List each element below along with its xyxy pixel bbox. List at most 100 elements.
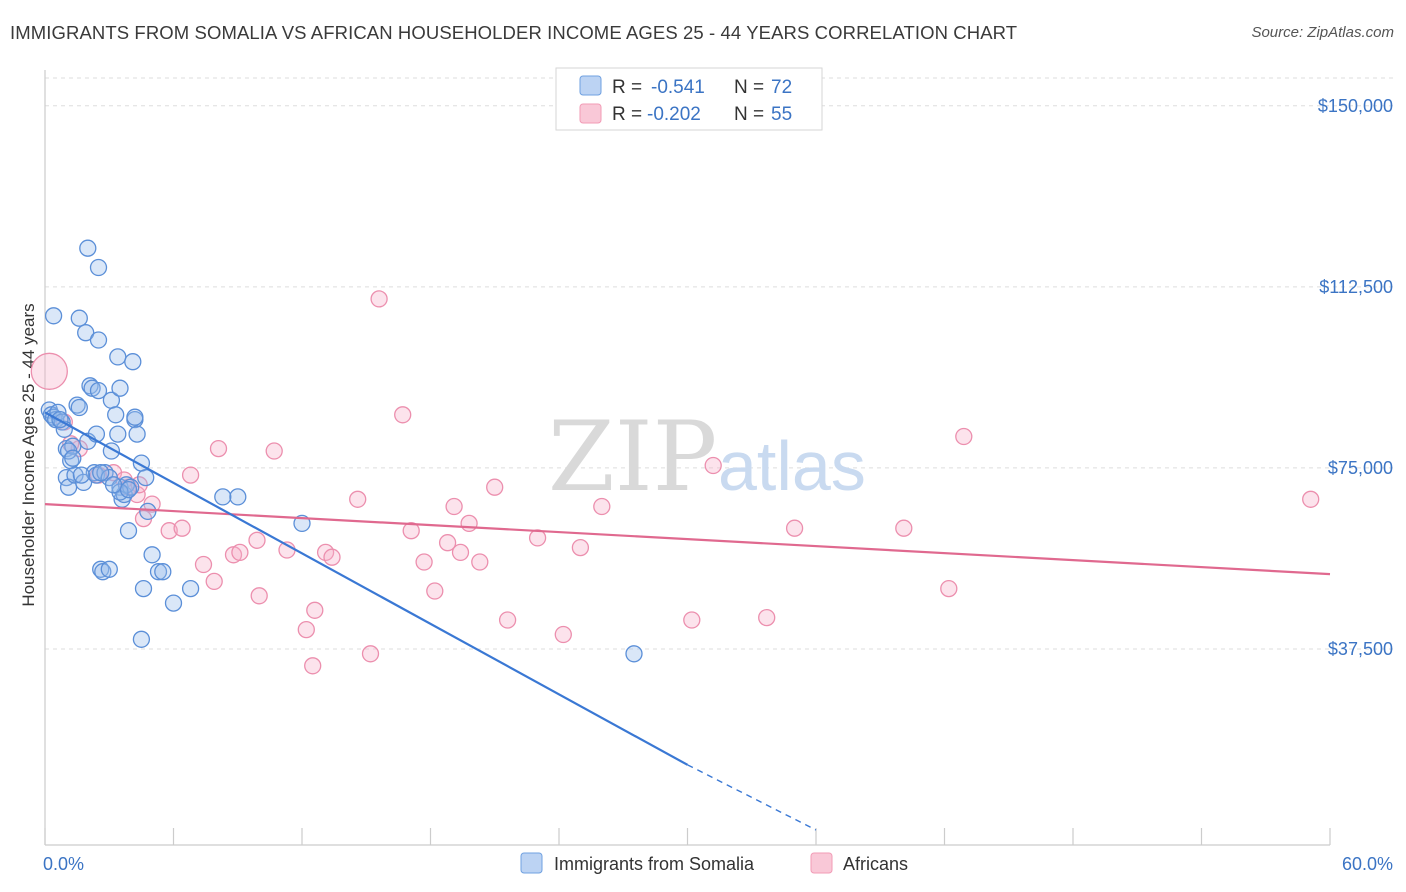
y-tick-label: $37,500: [1328, 639, 1393, 659]
point-africans: [402, 522, 420, 540]
point-africans: [438, 534, 457, 552]
point-somalia: [143, 546, 161, 564]
point-somalia: [109, 348, 127, 366]
point-africans: [370, 290, 388, 308]
point-africans: [593, 497, 611, 516]
x-tick-label-min: 0.0%: [43, 854, 84, 874]
point-somalia: [89, 258, 108, 277]
point-somalia: [214, 488, 232, 506]
point-africans: [323, 548, 341, 566]
point-africans: [194, 555, 213, 574]
legend-r-value-0: -0.541: [651, 77, 705, 98]
point-africans: [445, 497, 463, 516]
chart-source: Source: ZipAtlas.com: [1251, 24, 1394, 41]
legend-n-value-1: 55: [771, 104, 792, 125]
bottom-legend-swatch-somalia: [520, 852, 543, 874]
y-tick-label: $112,500: [1319, 277, 1393, 297]
point-africans: [181, 466, 200, 484]
trend-line-africans: [44, 503, 1331, 576]
legend-r-label-0: R =: [612, 77, 642, 98]
point-africans: [248, 531, 266, 549]
grid-lines: [45, 77, 1396, 650]
point-somalia: [128, 425, 146, 443]
point-africans: [486, 478, 504, 496]
point-somalia: [70, 398, 88, 417]
point-somalia: [229, 488, 247, 506]
point-somalia: [181, 579, 200, 598]
point-africans: [173, 519, 191, 537]
point-somalia: [625, 645, 643, 663]
point-somalia: [126, 408, 144, 426]
point-africans: [471, 553, 489, 571]
point-africans: [704, 456, 722, 475]
legend-r-value-1: -0.202: [647, 104, 701, 125]
point-somalia: [70, 309, 88, 327]
point-somalia: [79, 239, 97, 257]
point-somalia: [64, 449, 82, 467]
point-somalia: [111, 379, 129, 397]
point-africans: [683, 611, 701, 629]
point-somalia: [72, 466, 91, 484]
point-africans: [785, 519, 804, 537]
point-africans: [394, 406, 412, 424]
point-somalia: [134, 579, 153, 598]
bottom-legend: Immigrants from Somalia Africans: [520, 852, 908, 874]
point-somalia: [68, 396, 86, 414]
point-somalia: [132, 630, 151, 648]
point-somalia: [137, 468, 155, 487]
watermark-atlas: atlas: [718, 427, 866, 505]
point-africans: [758, 608, 776, 627]
point-somalia: [77, 324, 95, 342]
point-africans: [297, 620, 315, 639]
point-africans: [451, 543, 470, 562]
point-somalia: [107, 406, 125, 424]
point-somalia: [154, 563, 172, 581]
point-somalia: [139, 502, 157, 521]
point-africans: [209, 439, 228, 458]
legend-box: R = -0.541 N = 72 R = -0.202 N = 55: [555, 67, 823, 131]
axes: [44, 70, 1331, 846]
point-somalia: [92, 464, 110, 482]
point-africans: [160, 522, 178, 540]
chart-title: IMMIGRANTS FROM SOMALIA VS AFRICAN HOUSE…: [10, 22, 1018, 43]
point-somalia: [119, 480, 138, 499]
legend-swatch-somalia: [579, 75, 602, 96]
point-africans: [250, 587, 268, 605]
point-somalia: [122, 478, 140, 496]
point-africans: [361, 645, 380, 663]
point-africans: [205, 572, 223, 591]
point-somalia: [164, 594, 183, 612]
point-somalia: [109, 425, 127, 443]
point-somalia: [104, 476, 123, 494]
point-africans: [940, 579, 958, 598]
point-africans: [231, 543, 249, 562]
point-africans: [460, 514, 478, 533]
point-africans: [304, 657, 322, 675]
point-africans: [1302, 490, 1320, 508]
point-africans: [30, 352, 68, 390]
y-tick-label: $75,000: [1328, 458, 1393, 478]
point-africans: [571, 538, 590, 557]
point-africans: [498, 611, 517, 629]
trend-line-somalia: [44, 411, 689, 766]
point-africans: [426, 582, 444, 600]
point-africans: [306, 601, 324, 619]
trend-lines: [44, 411, 1331, 831]
point-somalia: [100, 560, 118, 578]
bottom-legend-label-somalia: Immigrants from Somalia: [554, 854, 755, 874]
scatter-points: [30, 239, 1320, 675]
point-africans: [349, 490, 367, 508]
point-somalia: [44, 307, 63, 325]
y-tick-label: $150,000: [1318, 96, 1393, 116]
point-africans: [955, 427, 973, 446]
point-somalia: [119, 522, 138, 540]
point-africans: [265, 442, 283, 460]
bottom-legend-label-africans: Africans: [843, 854, 908, 874]
bottom-legend-swatch-africans: [810, 852, 833, 874]
point-somalia: [124, 353, 142, 371]
legend-swatch-africans: [579, 103, 602, 124]
watermark-zip: ZIP: [548, 401, 717, 513]
y-tick-labels: $37,500 $75,000 $112,500 $150,000: [1318, 96, 1393, 659]
x-tick-label-max: 60.0%: [1342, 854, 1393, 874]
legend-r-label-1: R =: [612, 104, 642, 125]
